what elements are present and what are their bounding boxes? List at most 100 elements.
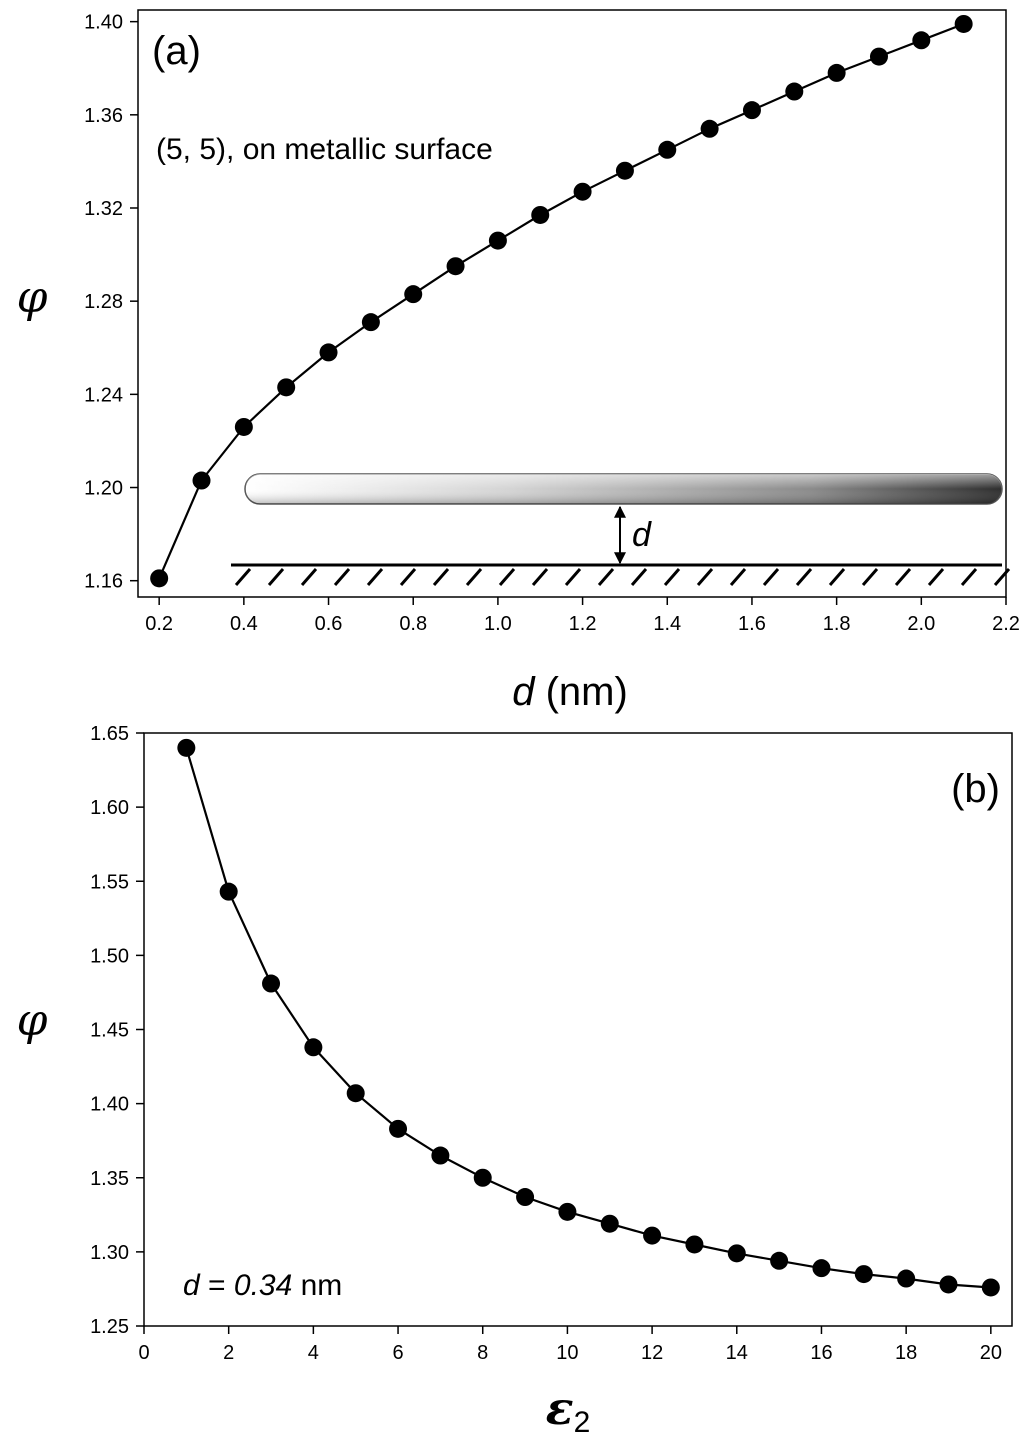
panel-b-data-point [939,1275,958,1294]
hatch-mark [432,568,450,586]
hatch-mark [597,568,615,586]
panel-b-data-point [304,1038,323,1057]
panel-a-y-tick-label: 1.40 [84,12,123,34]
panel-b-x-tick-label: 14 [726,1342,748,1364]
panel-b-y-tick-label: 1.40 [90,1094,129,1116]
panel-b: 0 2 4 6 8 10 12 14 16 18 20 1.25 1.30 1.35 1.40 1.45 1.5… [17,723,1013,1439]
panel-a-x-tick-label: 1.6 [738,613,766,635]
hatch-mark [828,568,846,586]
panel-b-y-tick-label: 1.50 [90,945,129,967]
hatch-mark [729,568,747,586]
panel-a-y-axis-label: φ [17,272,48,323]
panel-b-data-point [812,1259,831,1278]
panel-a-y-tick-label: 1.28 [84,291,123,313]
panel-b-series-line [185,747,991,1289]
panel-b-data-point [431,1146,450,1165]
hatch-mark [960,568,978,586]
panel-a-x-tick-label: 2.0 [907,613,935,635]
panel-b-x-tick-label: 2 [223,1342,234,1364]
panel-b-data: 0 2 4 6 8 10 12 14 16 18 20 1.25 1.30 1.35 1.40 1.45 1.5… [90,723,1013,1364]
hatch-mark [564,568,582,586]
inset-distance-label: d [632,516,652,554]
panel-a: 0.2 0.4 0.6 0.8 1.0 1.2 1.4 1.6 1.8 2.0 2.2 1.16 1.2… [17,9,1020,714]
panel-a-x-tick-label: 1.4 [653,613,681,635]
panel-b-x-tick-label: 0 [138,1342,149,1364]
panel-b-data-point [600,1214,619,1233]
panel-b-data-point [643,1226,662,1245]
panel-a-data-point [785,82,804,101]
panel-a-data-point [573,182,592,201]
panel-b-data-point [854,1265,873,1284]
panel-a-data-point [531,205,550,224]
panel-b-x-tick-label: 20 [980,1342,1002,1364]
hatch-mark [267,568,285,586]
panel-b-y-tick-label: 1.25 [90,1316,129,1338]
hatch-mark [795,568,813,586]
panel-b-y-tick-label: 1.35 [90,1168,129,1190]
panel-a-label: (a) [152,29,201,73]
panel-b-label: (b) [951,767,1000,811]
panel-a-data-point [700,119,719,138]
panel-b-data-point [262,974,281,993]
panel-a-data-point [319,343,338,362]
panel-b-x-tick-label: 12 [641,1342,663,1364]
panel-a-x-tick-label: 0.8 [399,613,427,635]
inset-schematic: d [231,473,1011,586]
panel-b-data-point [981,1278,1000,1297]
panel-b-data-point [685,1235,704,1254]
panel-a-plot-frame [137,9,1007,598]
hatch-mark [894,568,912,586]
panel-a-data-point [615,161,634,180]
panel-a-y-tick-label: 1.32 [84,198,123,220]
panel-a-x-tick-label: 1.2 [569,613,597,635]
hatch-mark [366,568,384,586]
hatch-mark [993,568,1011,586]
panel-a-data-point [150,569,169,588]
panel-b-x-tick-label: 8 [477,1342,488,1364]
panel-a-x-tick-label: 0.4 [230,613,258,635]
panel-a-y-tick-label: 1.36 [84,105,123,127]
nanotube-shading [245,474,1002,504]
panel-a-x-tick-label: 1.8 [823,613,851,635]
panel-a-x-tick-label: 1.0 [484,613,512,635]
hatch-mark [333,568,351,586]
panel-a-data-point [827,63,846,82]
panel-b-data-point [727,1244,746,1263]
hatch-mark [465,568,483,586]
panel-a-data-point [446,257,465,276]
panel-a-x-tick-label: 0.2 [145,613,173,635]
panel-b-x-tick-label: 10 [556,1342,578,1364]
panel-a-y-tick-label: 1.16 [84,571,123,593]
panel-a-data-point [742,101,761,120]
hatch-mark [861,568,879,586]
panel-b-annotation: d = 0.34 nm [183,1269,342,1302]
panel-a-y-tick-label: 1.20 [84,478,123,500]
panel-a-x-tick-label: 2.2 [992,613,1020,635]
panel-a-data-point [954,14,973,33]
panel-b-data-point [389,1119,408,1138]
panel-a-data-point [277,378,296,397]
panel-b-x-tick-label: 6 [392,1342,403,1364]
panel-a-data-point [192,471,211,490]
panel-a-data-point [361,313,380,332]
panel-a-data-point [869,47,888,66]
hatch-mark [300,568,318,586]
panel-a-data: 0.2 0.4 0.6 0.8 1.0 1.2 1.4 1.6 1.8 2.0 2.2 1.16 1.2… [84,9,1020,635]
panel-b-plot-frame [143,732,1013,1327]
surface-hatching [234,568,1011,586]
panel-a-data-point [912,31,931,50]
panel-b-x-tick-label: 18 [895,1342,917,1364]
hatch-mark [531,568,549,586]
panel-b-x-axis-label: ε2 [546,1381,591,1439]
panel-b-data-point [346,1084,365,1103]
panel-b-data-point [516,1188,535,1207]
panel-b-x-tick-label: 4 [308,1342,319,1364]
panel-a-x-axis-label: d (nm) [512,670,628,714]
panel-b-y-tick-label: 1.55 [90,871,129,893]
panel-a-annotation: (5, 5), on metallic surface [156,133,493,166]
hatch-mark [927,568,945,586]
panel-a-data-point [488,231,507,250]
panel-b-y-axis-label: φ [17,995,48,1046]
hatch-mark [696,568,714,586]
